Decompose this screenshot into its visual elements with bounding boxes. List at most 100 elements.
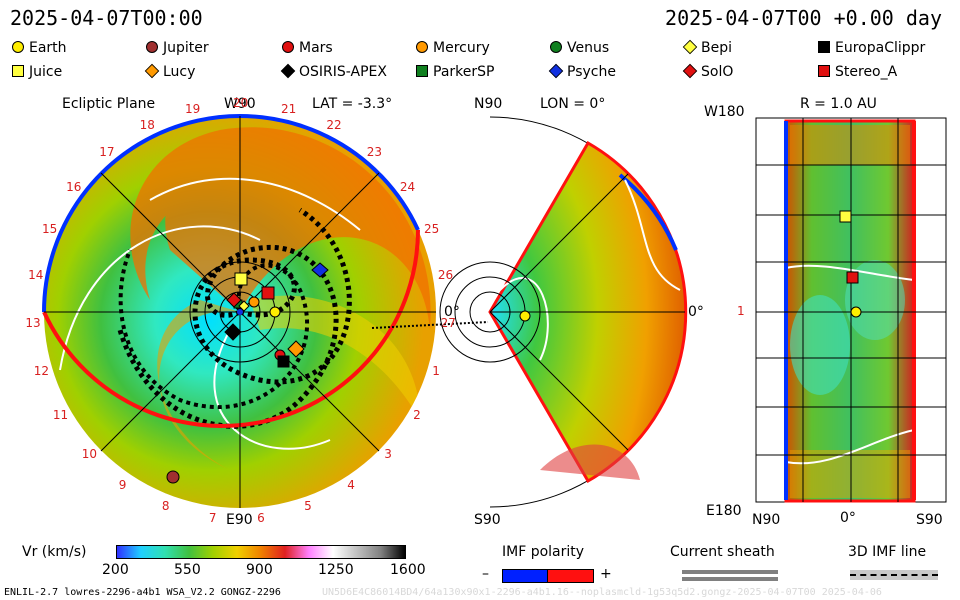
mercury-marker (248, 296, 260, 308)
carrington-label: 3 (384, 446, 392, 461)
carrington-label: 14 (28, 267, 44, 282)
carrington-label: 20 (233, 96, 249, 110)
legend-marker-circle-icon (282, 41, 294, 53)
solo-marker (226, 292, 242, 308)
colorbar-tick: 200 (102, 562, 129, 578)
earth-marker (269, 306, 281, 318)
meridional-right-label: 0° (688, 304, 704, 320)
radial-bottom-left: E180 (706, 503, 742, 519)
legend-marker-square-icon (12, 65, 24, 77)
carrington-label: 8 (161, 499, 170, 514)
carrington-label: 6 (257, 510, 265, 525)
current-sheath-title: Current sheath (670, 544, 775, 560)
osiris-apex-marker (224, 323, 242, 341)
ecliptic-title: Ecliptic Plane (62, 96, 156, 112)
radial-juice-marker (839, 210, 852, 223)
legend-marker-square-icon (818, 41, 830, 53)
legend-marker-square-icon (416, 65, 428, 77)
legend-label: Earth (29, 40, 67, 56)
ecliptic-bottom-label: E90 (226, 512, 253, 528)
radial-earth-marker (850, 306, 862, 318)
imf-3d-dash (850, 574, 938, 576)
europa-clipper-marker (277, 355, 290, 368)
legend-label: Mercury (433, 40, 490, 56)
radial-stereo-a-marker (846, 271, 859, 284)
legend-item-osiris-apex: OSIRIS-APEX (280, 63, 387, 80)
radial-mid-left: 1 (737, 304, 745, 318)
datetime-right: 2025-04-07T00 +0.00 day (665, 6, 942, 30)
carrington-label: 10 (81, 446, 97, 461)
imf-3d-title: 3D IMF line (848, 544, 927, 560)
imf-plus: + (600, 566, 612, 582)
carrington-label: 19 (185, 101, 201, 116)
legend-item-lucy: Lucy (144, 63, 196, 80)
legend-item-earth: Earth (12, 40, 67, 56)
legend-item-bepi: Bepi (682, 39, 732, 56)
legend-marker-circle-icon (550, 41, 562, 53)
sheath-line-2 (682, 577, 778, 581)
legend-label: Jupiter (163, 40, 209, 56)
psyche-marker (311, 262, 329, 278)
ecliptic-top-label: W90 (224, 96, 256, 112)
carrington-label: 27 (440, 316, 456, 331)
radial-top-left: W180 (704, 104, 745, 120)
imf-minus: – (482, 566, 489, 582)
radial-axis-0: 0° (840, 510, 856, 526)
imf-positive-swatch (547, 569, 594, 583)
colorbar-label: Vr (km/s) (22, 544, 87, 560)
carrington-label: 26 (437, 267, 454, 282)
carrington-label: 11 (52, 408, 69, 422)
legend-label: Lucy (163, 64, 196, 80)
carrington-label: 5 (304, 499, 312, 514)
legend-item-venus: Venus (550, 40, 609, 56)
carrington-label: 13 (25, 316, 41, 331)
legend-marker-square-icon (818, 65, 830, 77)
legend-marker-circle-icon (416, 41, 428, 53)
imf-line-2 (117, 245, 339, 429)
legend-marker-circle-icon (146, 41, 158, 53)
legend-item-psyche: Psyche (548, 63, 616, 80)
legend-item-solo: SolO (682, 63, 733, 80)
carrington-label: 15 (42, 221, 58, 236)
legend-label: Stereo_A (835, 64, 898, 80)
legend-item-juice: Juice (12, 64, 62, 80)
colorbar-tick: 550 (174, 562, 201, 578)
footer-left: ENLIL-2.7 lowres-2296-a4b1 WSA_V2.2 GONG… (4, 587, 281, 598)
lucy-marker (287, 340, 305, 358)
radial-axis-n90: N90 (752, 512, 781, 528)
legend-item-mars: Mars (282, 40, 333, 56)
legend-item-stereo-a: Stereo_A (818, 64, 897, 80)
legend-label: Bepi (701, 40, 732, 56)
stereo-a-marker (261, 286, 275, 300)
bepi-marker (238, 300, 250, 312)
carrington-label: 4 (347, 477, 355, 492)
sun-marker (237, 309, 243, 315)
legend-item-mercury: Mercury (416, 40, 490, 56)
carrington-label: 7 (208, 510, 217, 525)
ecliptic-lat-label: LAT = -3.3° (312, 96, 393, 112)
carrington-label: 16 (66, 179, 82, 194)
carrington-label: 22 (326, 118, 342, 133)
legend-label: ParkerSP (433, 64, 495, 80)
legend-label: Venus (567, 40, 610, 56)
carrington-label: 21 (280, 101, 297, 116)
carrington-label: 2 (413, 408, 421, 422)
colorbar-tick: 1600 (390, 562, 426, 578)
carrington-label: 12 (33, 363, 50, 378)
carrington-label: 18 (139, 118, 155, 133)
meridional-lon-label: LON = 0° (540, 96, 606, 112)
carrington-label: 24 (399, 179, 416, 194)
colorbar-tick: 1250 (318, 562, 354, 578)
ecliptic-right-label: 0° (444, 304, 460, 320)
legend-item-parkersp: ParkerSP (416, 64, 494, 80)
carrington-label: 23 (366, 144, 382, 159)
meridional-bottom-label: S90 (474, 512, 501, 528)
legend-label: OSIRIS-APEX (299, 64, 387, 80)
sheath-line-1 (682, 570, 778, 574)
legend-item-jupiter: Jupiter (146, 40, 209, 56)
jupiter-marker (166, 470, 180, 484)
legend-label: Mars (299, 40, 333, 56)
